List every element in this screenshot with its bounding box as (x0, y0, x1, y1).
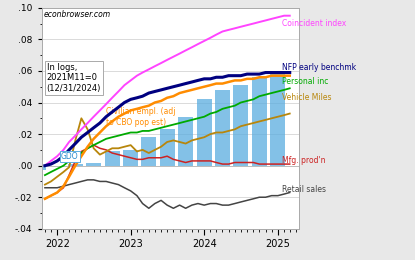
Text: econbrowser.com: econbrowser.com (44, 10, 111, 19)
Bar (270, 73, 286, 166)
Bar (31, 166, 46, 170)
Bar (233, 85, 248, 166)
Text: Retail sales: Retail sales (282, 185, 326, 194)
Text: Personal inc: Personal inc (282, 77, 328, 87)
Text: Mfg. prod'n: Mfg. prod'n (282, 157, 326, 165)
Text: Civilian empl. (adj
to CBO pop est): Civilian empl. (adj to CBO pop est) (106, 107, 176, 127)
Bar (160, 129, 175, 166)
Text: Coincident index: Coincident index (282, 19, 347, 28)
Text: NFP early benchmk: NFP early benchmk (282, 63, 356, 72)
Bar (178, 117, 193, 166)
Bar (197, 99, 212, 166)
Bar (86, 162, 101, 166)
Bar (215, 90, 230, 166)
Bar (105, 151, 120, 166)
Text: Vehicle Miles: Vehicle Miles (282, 93, 332, 102)
Text: In logs,
2021M11=0
(12/31/2024): In logs, 2021M11=0 (12/31/2024) (47, 63, 101, 93)
Bar (141, 137, 156, 166)
Text: GDO: GDO (61, 152, 79, 161)
Bar (68, 164, 83, 166)
Bar (252, 77, 267, 166)
Bar (123, 150, 138, 166)
